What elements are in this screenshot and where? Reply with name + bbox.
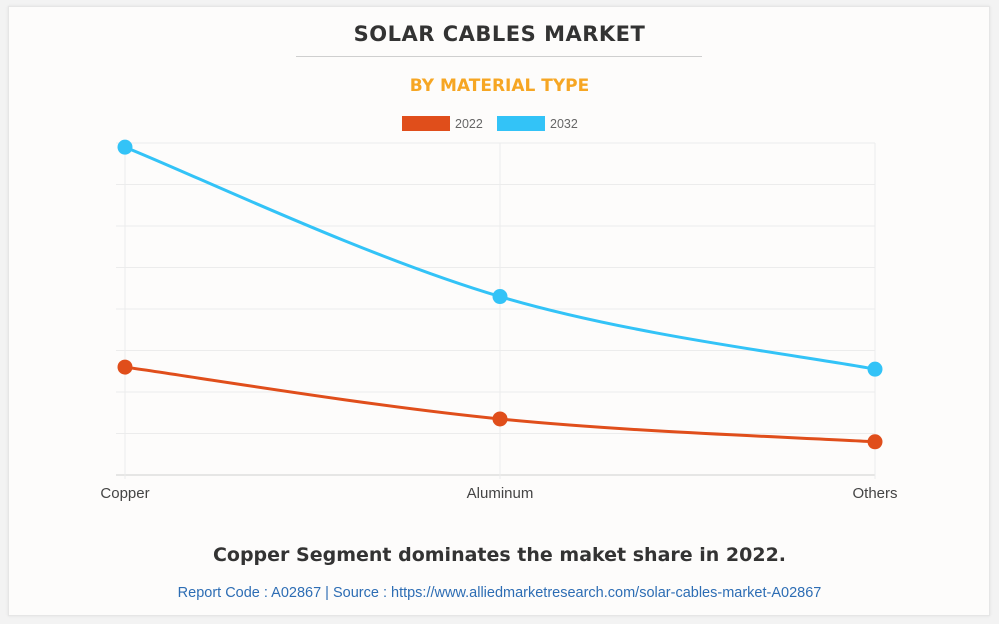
chart-legend: 2022 2032 xyxy=(402,116,578,131)
title-divider xyxy=(296,56,702,57)
chart-grid xyxy=(116,142,876,479)
chart-series xyxy=(117,139,883,450)
chart-title: SOLAR CABLES MARKET xyxy=(353,22,646,46)
data-point-2032-others[interactable] xyxy=(867,361,883,377)
source-line[interactable]: Report Code : A02867 | Source : https://… xyxy=(177,585,822,601)
legend-swatch-2022[interactable] xyxy=(402,116,450,131)
data-point-2022-others[interactable] xyxy=(867,434,883,450)
legend-label-2022[interactable]: 2022 xyxy=(455,117,483,131)
legend-swatch-2032[interactable] xyxy=(497,116,545,131)
chart-caption: Copper Segment dominates the maket share… xyxy=(212,544,787,566)
data-point-2032-copper[interactable] xyxy=(117,139,133,155)
x-tick-label-aluminum: Aluminum xyxy=(467,485,534,502)
chart-subtitle: BY MATERIAL TYPE xyxy=(409,76,590,96)
legend-label-2032[interactable]: 2032 xyxy=(550,117,578,131)
data-point-2022-aluminum[interactable] xyxy=(492,411,508,427)
data-point-2032-aluminum[interactable] xyxy=(492,289,508,305)
data-point-2022-copper[interactable] xyxy=(117,359,133,375)
x-tick-label-copper: Copper xyxy=(100,485,149,502)
chart-card xyxy=(8,6,990,616)
x-tick-label-others: Others xyxy=(852,485,897,502)
x-axis-tick-labels: Copper Aluminum Others xyxy=(100,485,897,502)
